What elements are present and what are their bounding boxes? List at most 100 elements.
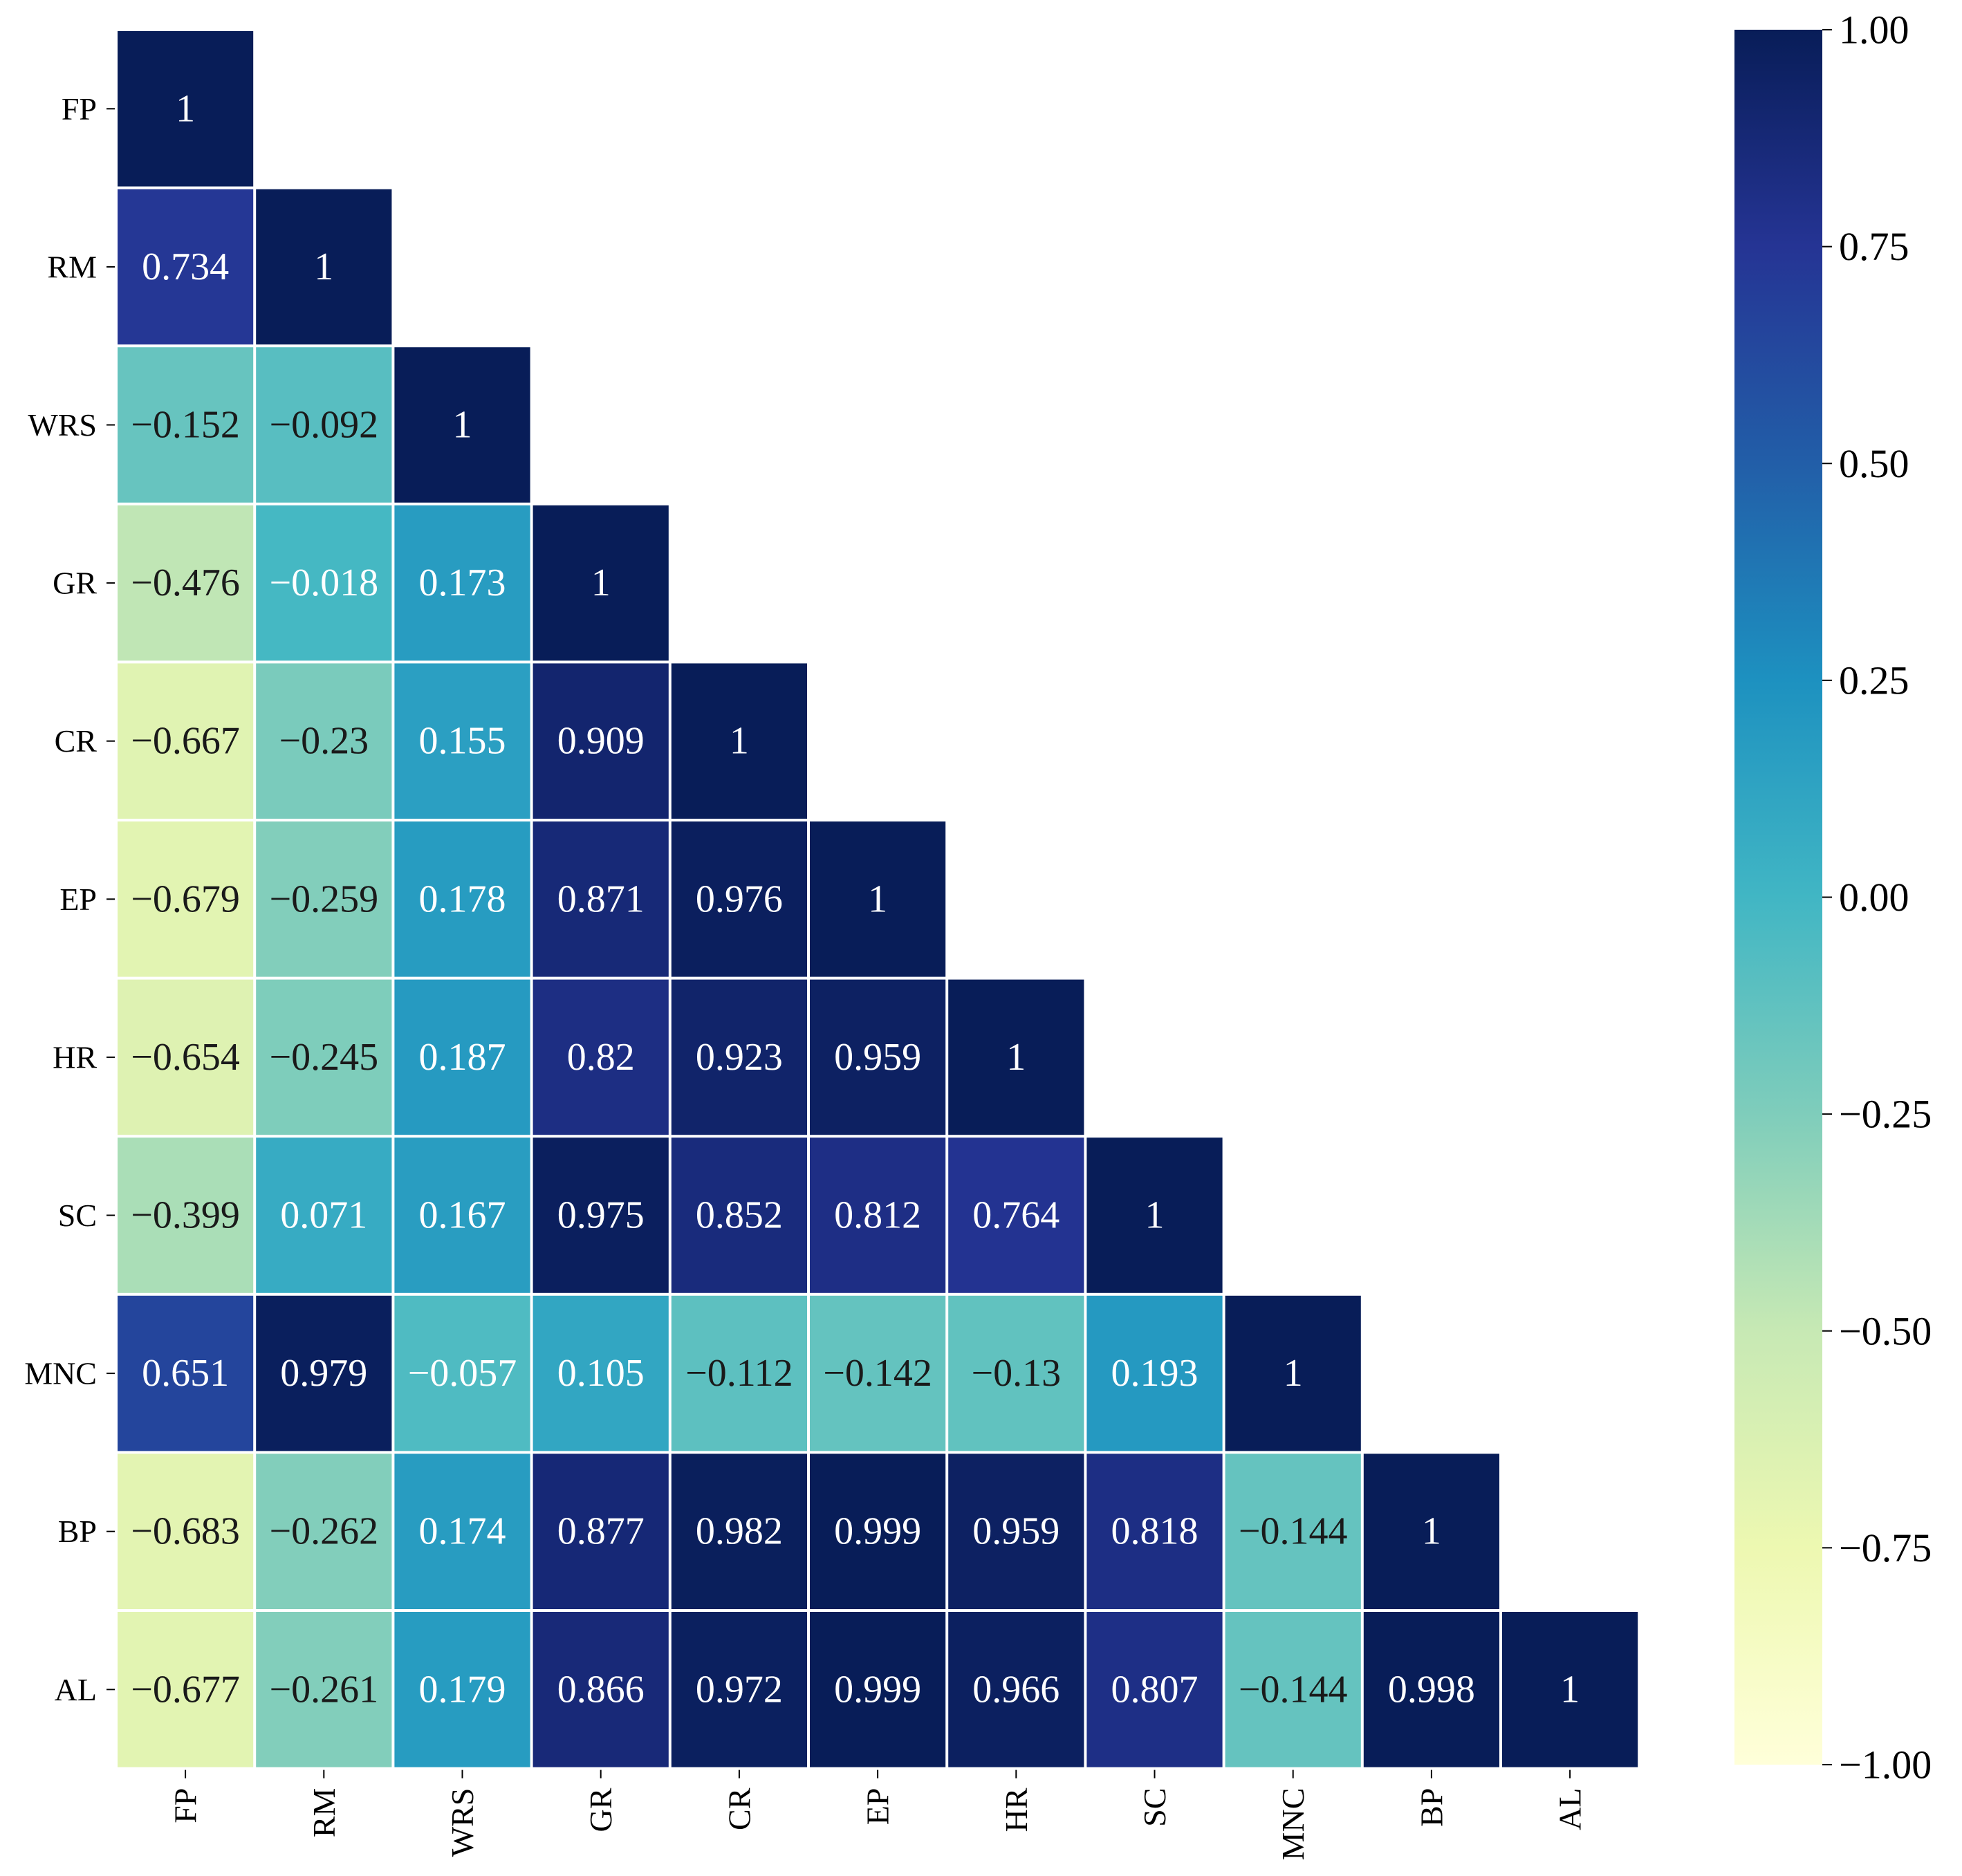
heatmap-cell-gr-wrs [394,505,530,661]
heatmap-cell-rm-fp [118,189,254,345]
cell-value-label: 1 [591,561,611,604]
cell-value-label: −0.667 [131,720,240,763]
cell-value-label: 0.982 [696,1510,783,1553]
heatmap-cell-sc-ep [810,1137,946,1293]
row-label-cr: CR [55,723,98,759]
heatmap-cell-sc-hr [948,1137,1084,1293]
colorbar: 1.00 0.75 0.50 0.25 0.00 −0.25 −0.50 −0.75 −1.00 [1734,8,1932,1787]
column-label-hr: HR [999,1787,1034,1832]
cell-value-label: −0.144 [1239,1668,1348,1711]
heatmap-cell-cr-gr [533,663,669,819]
heatmap-cell-sc-sc [1086,1137,1223,1293]
colorbar-tick-label: 0.50 [1839,441,1909,486]
colorbar-tick-label: −1.00 [1839,1743,1932,1787]
column-label-mnc: MNC [1275,1788,1311,1861]
heatmap-cell-al-fp [118,1612,254,1767]
heatmap-cell-wrs-wrs [394,347,530,503]
heatmap-cell-al-rm [256,1612,392,1767]
heatmap-cell-al-hr [948,1612,1084,1767]
cell-value-label: −0.13 [972,1352,1062,1395]
heatmap-cell-gr-fp [118,505,254,661]
heatmap-cell-cr-cr [671,663,807,819]
heatmap-cell-mnc-wrs [394,1295,530,1451]
cell-value-label: 0.734 [142,245,229,288]
heatmap-cell-al-mnc [1225,1612,1361,1767]
cell-value-label: −0.018 [270,561,379,604]
colorbar-tick-label: 1.00 [1839,8,1909,53]
heatmap-cell-bp-cr [671,1454,807,1609]
cell-value-label: 0.909 [557,720,645,763]
cell-value-label: 0.193 [1111,1352,1199,1395]
column-label-fp: FP [168,1788,203,1823]
heatmap-cell-al-cr [671,1612,807,1767]
heatmap-cell-bp-gr [533,1454,669,1609]
row-label-hr: HR [53,1039,97,1075]
heatmap-cell-bp-sc [1086,1454,1223,1609]
cell-value-label: 0.187 [419,1036,506,1079]
cell-value-label: 0.155 [419,720,506,763]
cell-value-label: 1 [1284,1352,1303,1395]
row-label-wrs: WRS [28,407,97,443]
colorbar-ticks: 1.00 0.75 0.50 0.25 0.00 −0.25 −0.50 −0.75 −1.00 [1822,8,1932,1787]
cell-value-label: 0.999 [834,1668,921,1711]
cell-value-label: 1 [730,720,749,763]
heatmap-cell-ep-wrs [394,821,530,977]
cell-value-label: 0.818 [1111,1510,1199,1553]
cell-value-label: −0.654 [131,1036,240,1079]
cell-value-label: −0.144 [1239,1510,1348,1553]
cell-value-label: 0.972 [696,1668,783,1711]
heatmap-cell-al-bp [1363,1612,1499,1767]
heatmap-cell-hr-cr [671,979,807,1135]
cell-value-label: 0.82 [567,1036,635,1079]
heatmap-cell-mnc-sc [1086,1295,1223,1451]
cell-value-label: 0.105 [557,1352,645,1395]
column-label-gr: GR [583,1787,618,1832]
heatmap-cell-hr-hr [948,979,1084,1135]
heatmap-cell-bp-fp [118,1454,254,1609]
heatmap-cell-ep-fp [118,821,254,977]
column-label-cr: CR [721,1787,757,1830]
cell-value-label: 0.812 [834,1194,921,1237]
heatmap-cell-sc-cr [671,1137,807,1293]
cell-value-label: −0.677 [131,1668,240,1711]
heatmap-cell-sc-rm [256,1137,392,1293]
cell-value-label: 0.071 [280,1194,367,1237]
cell-value-label: −0.262 [270,1510,379,1553]
cell-value-label: 0.979 [280,1352,367,1395]
colorbar-tick-label: −0.25 [1839,1092,1932,1137]
cell-value-label: 0.976 [696,877,783,920]
cell-value-label: 1 [1560,1668,1580,1711]
column-labels: FP RM WRS GR CR EP HR SC MNC BP AL [168,1770,1588,1861]
cell-value-label: −0.057 [408,1352,517,1395]
cell-value-label: −0.683 [131,1510,240,1553]
cell-value-label: −0.092 [270,404,379,447]
column-label-rm: RM [306,1788,342,1838]
heatmap-cell-wrs-rm [256,347,392,503]
colorbar-tick-label: 0.00 [1839,875,1909,920]
heatmap-cell-hr-rm [256,979,392,1135]
heatmap-cell-rm-rm [256,189,392,345]
cell-value-label: −0.261 [270,1668,379,1711]
cell-value-label: 1 [453,404,472,447]
cell-value-label: 0.923 [696,1036,783,1079]
heatmap-cell-gr-gr [533,505,669,661]
cell-value-label: 0.966 [972,1668,1059,1711]
cell-value-label: 1 [1145,1194,1165,1237]
cell-value-label: 0.179 [419,1668,506,1711]
heatmap-cell-bp-hr [948,1454,1084,1609]
row-labels: FP RM WRS GR CR EP HR SC MNC BP AL [24,91,115,1707]
cell-value-label: 0.167 [419,1194,506,1237]
column-label-sc: SC [1137,1788,1172,1827]
heatmap-cell-fp-fp [118,31,254,187]
cell-value-label: 1 [314,245,333,288]
cell-value-label: 0.998 [1388,1668,1475,1711]
cell-value-label: 0.807 [1111,1668,1199,1711]
heatmap-cells: 1 0.734 1 −0.152 −0.092 1 −0.476 −0.018 0.173 1 −0… [118,31,1638,1767]
heatmap-cell-ep-rm [256,821,392,977]
column-label-bp: BP [1414,1788,1449,1827]
heatmap-cell-al-gr [533,1612,669,1767]
cell-value-label: 0.173 [419,561,506,604]
heatmap-cell-cr-rm [256,663,392,819]
cell-value-label: 0.174 [419,1510,506,1553]
